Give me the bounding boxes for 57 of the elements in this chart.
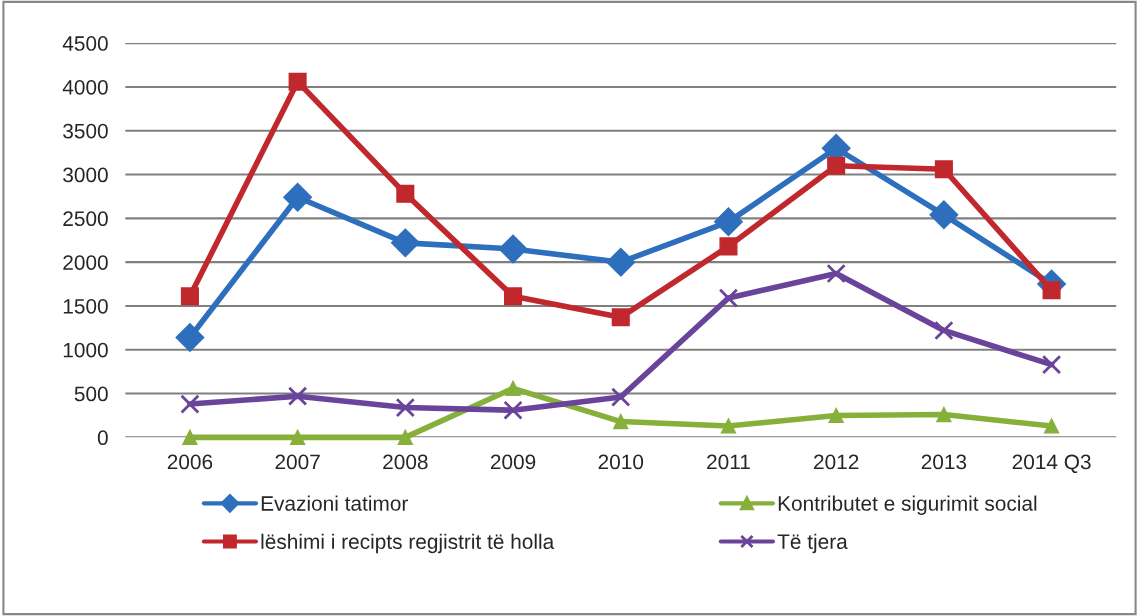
point <box>503 400 523 420</box>
point <box>936 406 952 423</box>
point <box>719 237 738 256</box>
y-tick-label: 500 <box>74 386 108 402</box>
point <box>1043 418 1060 434</box>
legend-label: Kontributet e sigurimit social <box>778 495 1037 515</box>
point <box>929 200 959 230</box>
legend-label: Evazioni tatimor <box>261 495 408 511</box>
point <box>611 308 630 327</box>
point <box>720 418 737 434</box>
x-tick-label: 2013 <box>921 454 967 470</box>
point <box>1042 281 1061 300</box>
point <box>714 207 743 237</box>
point <box>397 429 413 445</box>
point <box>611 387 631 407</box>
y-tick-label: 1000 <box>63 342 108 358</box>
x-tick-label: 2007 <box>275 454 320 470</box>
point <box>498 234 528 264</box>
point <box>934 320 954 341</box>
y-tick-label: 3500 <box>63 123 108 139</box>
point <box>396 184 415 203</box>
point <box>287 386 308 406</box>
point <box>718 288 739 308</box>
point <box>504 287 523 306</box>
x-tick-label: 2010 <box>598 454 644 470</box>
point <box>505 380 521 396</box>
y-tick-label: 1500 <box>63 298 108 314</box>
y-tick-label: 4500 <box>62 36 108 51</box>
y-tick-label: 3000 <box>63 167 108 183</box>
point <box>395 397 416 418</box>
y-tick-label: 0 <box>97 430 108 446</box>
point <box>826 263 846 284</box>
x-tick-label: 2011 <box>707 454 750 470</box>
legend-label: lëshimi i recipts regjistrit të holla <box>261 533 555 554</box>
point <box>175 323 205 352</box>
x-tick-label: 2008 <box>383 454 428 470</box>
y-tick-label: 2500 <box>63 211 108 227</box>
point <box>613 413 629 430</box>
y-tick-label: 2000 <box>63 255 108 270</box>
x-tick-label: 2012 <box>814 454 859 470</box>
point <box>288 72 307 91</box>
point <box>606 247 636 277</box>
point <box>1041 354 1062 375</box>
y-tick-label: 4000 <box>62 79 108 95</box>
point <box>180 394 200 414</box>
x-tick-label: 2009 <box>490 454 536 470</box>
point <box>828 407 844 424</box>
point <box>182 429 198 445</box>
point <box>934 160 953 179</box>
x-tick-label: 2006 <box>167 454 213 470</box>
point <box>827 156 846 175</box>
point <box>180 287 199 306</box>
legend-label: Të tjera <box>777 533 848 554</box>
point <box>283 182 313 212</box>
x-tick-label: 2014 Q3 <box>1012 454 1091 474</box>
point <box>390 228 420 258</box>
point <box>289 429 306 445</box>
